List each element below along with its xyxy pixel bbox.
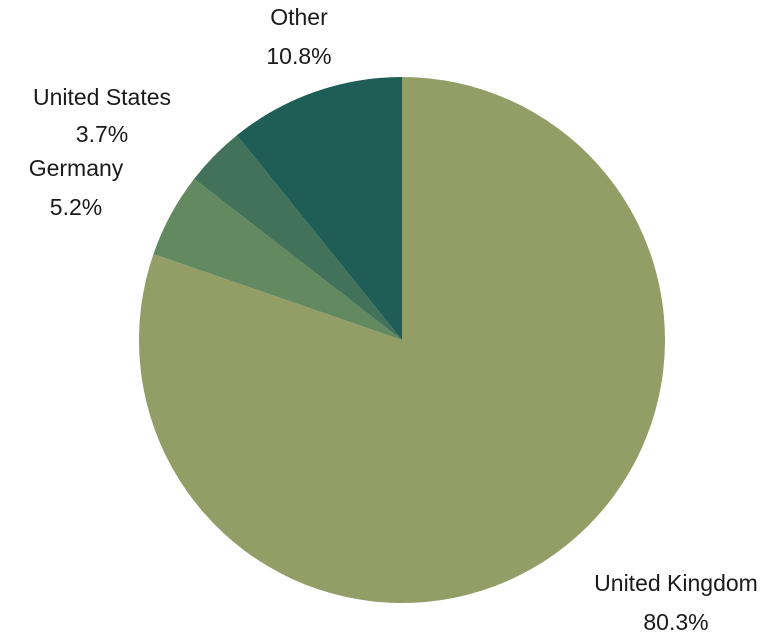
slice-value-united-states: 3.7% <box>76 121 128 147</box>
slice-label-united-kingdom: United Kingdom <box>594 570 758 596</box>
pie-slice-united-kingdom <box>139 77 666 603</box>
pie-labels: United Kingdom 80.3% Germany 5.2% United Sta… <box>29 4 758 634</box>
slice-label-germany: Germany <box>29 155 124 181</box>
pie-slices <box>139 77 666 603</box>
pie-slice-germany <box>153 178 402 340</box>
slice-value-other: 10.8% <box>266 43 331 69</box>
pie-slice-other <box>236 77 402 340</box>
slice-label-other: Other <box>270 4 328 30</box>
slice-label-united-states: United States <box>33 84 171 110</box>
slice-value-germany: 5.2% <box>50 194 102 220</box>
slice-value-united-kingdom: 80.3% <box>643 609 708 634</box>
pie-slice-united-states <box>194 135 402 340</box>
